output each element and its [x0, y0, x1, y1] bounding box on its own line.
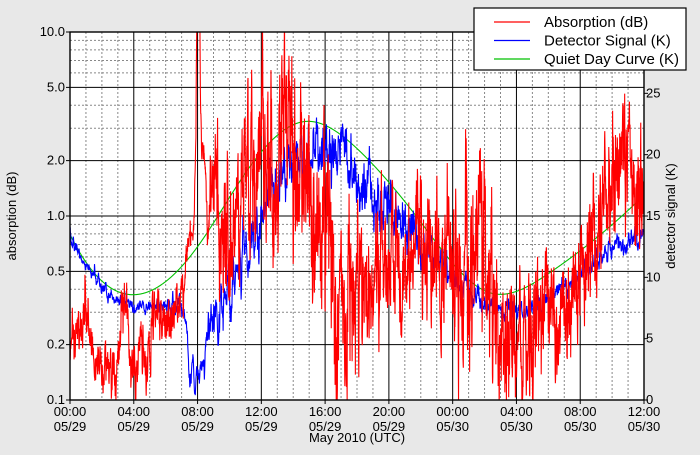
svg-text:04:00: 04:00 — [118, 404, 151, 419]
svg-text:1.0: 1.0 — [47, 208, 65, 223]
svg-text:05/30: 05/30 — [564, 419, 597, 434]
svg-text:05/29: 05/29 — [118, 419, 151, 434]
svg-text:05/30: 05/30 — [500, 419, 533, 434]
svg-text:08:00: 08:00 — [181, 404, 214, 419]
svg-text:detector signal (K): detector signal (K) — [663, 163, 678, 269]
svg-text:Quiet Day Curve (K): Quiet Day Curve (K) — [544, 51, 679, 68]
svg-text:Absorption (dB): Absorption (dB) — [544, 14, 648, 31]
svg-text:05/29: 05/29 — [54, 419, 87, 434]
svg-text:00:00: 00:00 — [436, 404, 469, 419]
svg-text:25: 25 — [646, 85, 660, 100]
svg-text:10.0: 10.0 — [40, 24, 65, 39]
svg-text:16:00: 16:00 — [309, 404, 342, 419]
svg-text:5.0: 5.0 — [47, 79, 65, 94]
svg-text:2.0: 2.0 — [47, 153, 65, 168]
svg-text:0.2: 0.2 — [47, 337, 65, 352]
svg-text:12:00: 12:00 — [245, 404, 278, 419]
svg-text:15: 15 — [646, 208, 660, 223]
svg-text:00:00: 00:00 — [54, 404, 87, 419]
svg-text:04:00: 04:00 — [500, 404, 533, 419]
svg-text:12:00: 12:00 — [628, 404, 661, 419]
svg-text:05/30: 05/30 — [628, 419, 661, 434]
svg-text:May 2010 (UTC): May 2010 (UTC) — [309, 430, 405, 445]
svg-text:10: 10 — [646, 269, 660, 284]
svg-text:0.5: 0.5 — [47, 263, 65, 278]
svg-text:08:00: 08:00 — [564, 404, 597, 419]
svg-text:absorption (dB): absorption (dB) — [4, 172, 19, 261]
svg-text:05/30: 05/30 — [436, 419, 469, 434]
svg-text:05/29: 05/29 — [245, 419, 278, 434]
svg-text:05/29: 05/29 — [181, 419, 214, 434]
svg-text:20: 20 — [646, 147, 660, 162]
svg-text:20:00: 20:00 — [373, 404, 406, 419]
svg-text:Detector Signal (K): Detector Signal (K) — [544, 33, 671, 50]
